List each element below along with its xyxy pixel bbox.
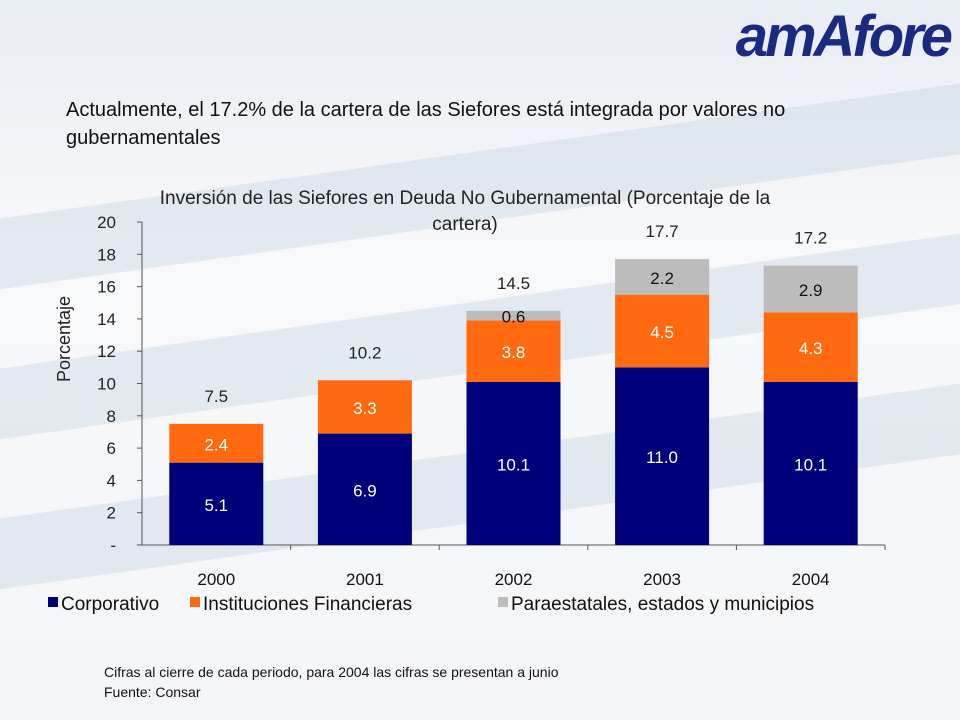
y-tick-label: 12 [97,342,116,361]
y-tick-label: - [110,536,116,555]
y-tick-label: 6 [107,439,116,458]
data-label: 3.3 [353,399,377,418]
x-tick-label: 2000 [197,570,235,589]
legend-label: Corporativo [61,594,159,615]
data-label: 2.4 [204,435,228,454]
legend-swatch [48,597,58,607]
data-label: 10.1 [794,455,827,474]
data-label: 3.8 [502,343,526,362]
total-label: 10.2 [348,343,381,362]
y-tick-label: 18 [97,245,116,264]
legend-label: Instituciones Financieras [203,594,412,615]
footnote: Cifras al cierre de cada periodo, para 2… [104,662,558,702]
data-label: 2.2 [650,269,674,288]
x-tick-label: 2002 [495,570,533,589]
legend-item: Corporativo [48,594,159,616]
y-tick-label: 10 [97,375,116,394]
chart-legend: Corporativo Instituciones Financieras Para… [48,594,948,620]
x-tick-label: 2003 [643,570,681,589]
y-tick-label: 14 [97,310,116,329]
total-label: 17.7 [646,222,679,241]
data-label: 11.0 [646,448,678,467]
legend-swatch [498,597,508,607]
data-label: 4.3 [799,339,823,358]
data-label: 2.9 [799,281,823,300]
data-label: 0.6 [502,308,526,327]
x-tick-label: 2001 [346,570,384,589]
legend-item: Paraestatales, estados y municipios [498,594,814,616]
y-tick-label: 16 [97,278,116,297]
data-label: 5.1 [204,496,228,515]
y-tick-label: 4 [107,471,116,490]
total-label: 14.5 [497,274,530,293]
legend-swatch [190,597,200,607]
data-label: 10.1 [497,455,530,474]
total-label: 17.2 [794,229,827,248]
y-tick-label: 8 [107,407,116,426]
total-label: 7.5 [204,387,228,406]
legend-label: Paraestatales, estados y municipios [511,594,814,615]
footnote-note: Cifras al cierre de cada periodo, para 2… [104,662,558,682]
y-tick-label: 20 [97,213,116,232]
data-label: 6.9 [353,481,377,500]
data-label: 4.5 [650,323,674,342]
y-tick-label: 2 [107,504,116,523]
x-tick-label: 2004 [792,570,830,589]
footnote-source: Fuente: Consar [104,682,558,702]
legend-item: Instituciones Financieras [190,594,412,616]
